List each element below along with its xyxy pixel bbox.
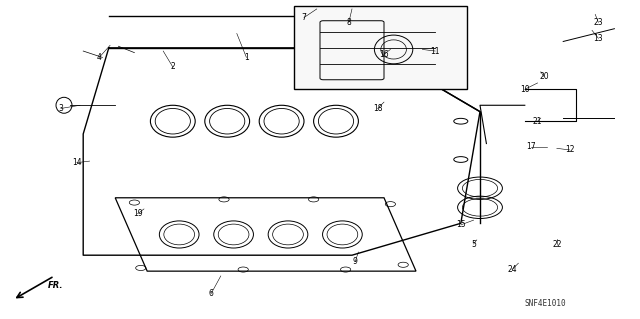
Text: FR.: FR. — [48, 281, 63, 290]
Text: 11: 11 — [431, 47, 440, 56]
Text: 6: 6 — [209, 289, 214, 298]
Bar — [294, 6, 467, 89]
Text: 9: 9 — [353, 257, 358, 266]
Text: 5: 5 — [471, 240, 476, 249]
Text: 14: 14 — [72, 158, 82, 167]
Text: 23: 23 — [593, 18, 604, 27]
Text: 12: 12 — [565, 145, 574, 154]
Text: 3: 3 — [58, 104, 63, 113]
Text: 15: 15 — [456, 220, 466, 229]
Text: 1: 1 — [244, 53, 249, 62]
Text: 21: 21 — [533, 117, 542, 126]
Text: 24: 24 — [507, 265, 517, 274]
Text: 7: 7 — [301, 13, 307, 22]
Text: 8: 8 — [346, 18, 351, 27]
Text: 18: 18 — [373, 104, 382, 113]
Text: SNF4E1010: SNF4E1010 — [525, 299, 566, 308]
Text: 13: 13 — [593, 34, 604, 43]
Text: 10: 10 — [520, 85, 530, 94]
Text: 19: 19 — [132, 209, 143, 218]
Text: 2: 2 — [170, 63, 175, 71]
Text: 16: 16 — [379, 50, 389, 59]
Text: 22: 22 — [552, 240, 561, 249]
Text: 4: 4 — [97, 53, 102, 62]
Text: 17: 17 — [526, 142, 536, 151]
Text: 20: 20 — [539, 72, 549, 81]
